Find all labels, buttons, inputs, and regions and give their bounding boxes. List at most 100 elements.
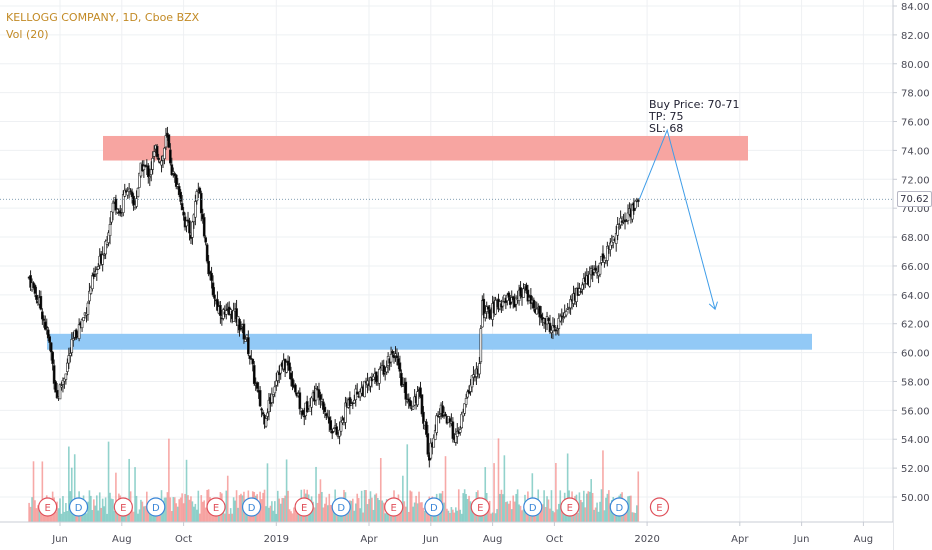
time-tick-label-7: Oct [546, 534, 563, 545]
volume-bar-173 [282, 498, 285, 522]
candle-body-155 [255, 382, 259, 389]
price-tick-label-17: 84.00 [901, 2, 930, 13]
earnings-marker-1 [113, 497, 133, 517]
candle-body-27 [67, 355, 71, 364]
candle-body-43 [91, 275, 94, 290]
candle-body-16 [51, 351, 54, 364]
volume-bar-200 [322, 507, 325, 522]
candle-body-139 [232, 310, 235, 322]
candle-body-309 [482, 298, 486, 316]
earnings-letter-0: E [44, 503, 50, 514]
volume-bar-31 [73, 454, 76, 522]
volume-bar-269 [424, 510, 426, 522]
candle-body-243 [385, 366, 388, 373]
candle-body-414 [636, 199, 640, 202]
volume-bar-74 [137, 513, 139, 522]
candle-body-202 [325, 413, 328, 417]
dividend-marker-2 [241, 497, 262, 517]
dividend-letter-2: D [248, 503, 256, 514]
dividend-marker-0 [68, 497, 89, 517]
candle-body-288 [451, 421, 455, 439]
volume-bar-50 [101, 498, 104, 522]
candle-body-261 [411, 406, 415, 410]
volume-bar-205 [329, 504, 332, 522]
volume-bar-234 [372, 509, 375, 522]
volume-bar-220 [352, 498, 354, 522]
candle-body-25 [64, 373, 68, 380]
volume-bar-411 [633, 512, 635, 522]
candle-body-275 [432, 437, 436, 448]
time-tick-label-6: Aug [483, 534, 503, 545]
candle-body-400 [616, 224, 619, 236]
volume-bar-230 [366, 504, 369, 522]
volume-bar-182 [296, 513, 298, 522]
candle-body-376 [581, 284, 584, 290]
candle-body-85 [152, 151, 156, 157]
dividend-letter-4: D [430, 503, 438, 514]
volume-bar-222 [354, 503, 357, 522]
volume-bar-245 [388, 513, 391, 522]
candle-body-283 [444, 413, 447, 417]
candle-body-201 [323, 406, 327, 413]
volume-bar-327 [509, 500, 512, 522]
volume-indicator-label[interactable]: Vol (20) [6, 28, 49, 41]
candle-body-14 [48, 336, 52, 343]
volume-bar-57 [112, 499, 114, 522]
volume-bar-333 [518, 504, 520, 522]
volume-bar-184 [299, 511, 301, 522]
volume-bar-221 [353, 510, 356, 522]
volume-bar-217 [347, 505, 350, 522]
candle-body-189 [305, 401, 309, 413]
volume-bar-136 [228, 513, 231, 522]
volume-bar-300 [469, 501, 472, 522]
candle-body-69 [129, 190, 132, 192]
time-tick-label-5: Jun [422, 534, 439, 545]
volume-bar-14 [48, 513, 51, 522]
price-axis[interactable]: 50.00 52.00 54.00 56.00 58.00 60.00 62.00 64.00… [892, 0, 932, 550]
candle-body-87 [155, 145, 159, 158]
earnings-letter-6: E [567, 503, 573, 514]
candle-body-29 [70, 339, 74, 353]
volume-bar-171 [279, 503, 282, 522]
candle-body-297 [464, 398, 468, 405]
volume-bar-348 [540, 507, 542, 522]
candle-body-259 [408, 400, 412, 407]
volume-bar-181 [294, 510, 297, 522]
volume-bar-48 [98, 492, 101, 522]
volume-bar-241 [382, 502, 385, 522]
candle-body-184 [298, 392, 302, 410]
volume-bar-110 [190, 496, 192, 522]
volume-bar-331 [515, 493, 517, 522]
volume-bar-292 [457, 489, 460, 522]
time-axis[interactable]: Jun Aug Oct 2019 Apr Jun Aug Oct 2020 Apr Jun Aug [0, 521, 893, 550]
volume-bar-198 [319, 479, 322, 522]
volume-bar-24 [63, 511, 66, 522]
volume-bar-229 [365, 490, 367, 522]
dividend-marker-6 [609, 497, 629, 517]
volume-bar-207 [332, 511, 335, 522]
candle-body-121 [205, 244, 209, 262]
volume-bar-39 [85, 513, 88, 522]
volume-bar-44 [93, 499, 95, 522]
volume-bar-317 [494, 513, 497, 522]
volume-bar-41 [88, 490, 91, 522]
time-tick-label-3: 2019 [264, 534, 289, 545]
volume-bar-142 [237, 507, 239, 522]
volume-bar-391 [603, 510, 606, 522]
volume-bar-49 [100, 507, 102, 522]
candle-body-381 [588, 273, 592, 287]
candle-body-71 [132, 195, 135, 206]
volume-bar-373 [577, 512, 579, 522]
price-tick-label-0: 50.00 [901, 493, 930, 504]
volume-bar-218 [349, 500, 351, 522]
volume-bar-264 [416, 503, 419, 522]
candle-body-158 [260, 408, 263, 411]
support-zone [47, 333, 812, 350]
chart-legend: KELLOGG COMPANY, 1D, Cboe BZX Vol (20) [6, 9, 199, 43]
volume-bar-360 [558, 503, 560, 522]
symbol-title[interactable]: KELLOGG COMPANY, 1D, Cboe BZX [6, 11, 200, 24]
candle-body-205 [329, 420, 333, 431]
volume-bar-81 [147, 505, 150, 522]
volume-bar-193 [312, 501, 314, 522]
